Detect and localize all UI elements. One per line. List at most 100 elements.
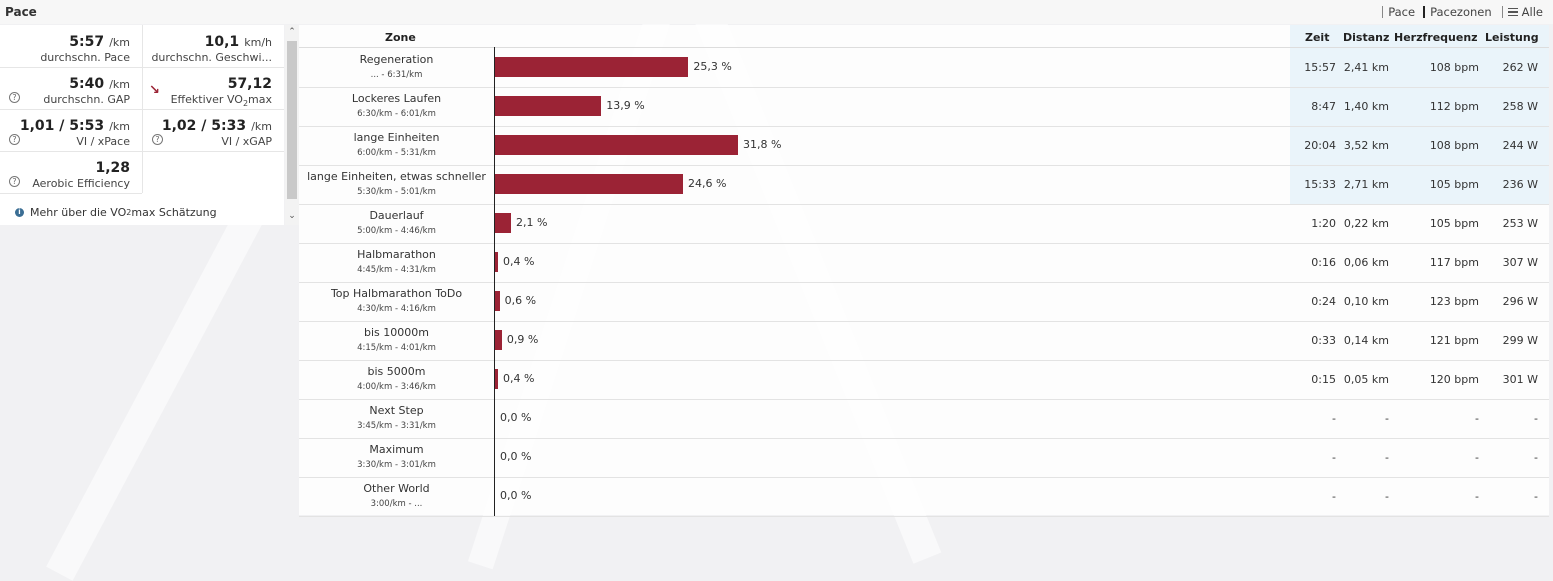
bar-axis: [494, 47, 495, 516]
zone-range: 5:00/km - 4:46/km: [357, 226, 436, 236]
zone-heart-rate: 112 bpm: [1429, 100, 1479, 113]
table-row: Maximum 3:30/km - 3:01/km 0,0 % - - - -: [299, 438, 1549, 478]
scroll-down-icon[interactable]: ⌄: [288, 211, 296, 221]
header-distanz: Distanz: [1343, 31, 1390, 44]
vo2max-label-sub: 2: [242, 99, 249, 109]
separator: [1382, 6, 1384, 18]
zone-bar: [495, 135, 738, 155]
zone-time: 0:15: [1311, 373, 1336, 386]
vo2max-info-sub: 2: [126, 208, 132, 217]
zone-name: lange Einheiten, etwas schneller: [307, 170, 486, 183]
zone-distance: 0,05 km: [1343, 373, 1389, 386]
zone-range: 6:30/km - 6:01/km: [357, 109, 436, 119]
zone-bar: [495, 174, 683, 194]
table-highlight-pane: [1290, 25, 1549, 205]
zone-name: Lockeres Laufen: [351, 92, 442, 105]
vo2max-info-text-end: max Schätzung: [131, 206, 217, 219]
zone-name: bis 5000m: [367, 365, 426, 378]
table-row: lange Einheiten, etwas schneller 5:30/km …: [299, 165, 1549, 205]
table-row: Next Step 3:45/km - 3:31/km 0,0 % - - - -: [299, 399, 1549, 439]
avg-gap-value: 5:40: [69, 76, 105, 92]
zone-percent: 0,6 %: [504, 294, 537, 307]
vo2max-info-text: Mehr über die VO: [30, 206, 127, 219]
vi-xpace-unit: /km: [109, 120, 130, 133]
zone-percent: 25,3 %: [693, 60, 732, 73]
tab-alle[interactable]: Alle: [1521, 5, 1543, 19]
zone-name: bis 10000m: [364, 326, 429, 339]
zone-power: 299 W: [1502, 334, 1538, 347]
question-circle-icon[interactable]: ?: [9, 176, 20, 187]
zone-time: 20:04: [1304, 139, 1336, 152]
zone-range: 4:45/km - 4:31/km: [357, 265, 436, 275]
zone-heart-rate: -: [1475, 412, 1479, 425]
info-icon: i: [15, 208, 24, 217]
question-circle-icon[interactable]: ?: [152, 134, 163, 145]
zone-name: Other World: [363, 482, 430, 495]
zone-power: 301 W: [1502, 373, 1538, 386]
vi-xgap-value: 1,02 / 5:33: [161, 118, 247, 134]
zone-distance: 2,41 km: [1343, 61, 1389, 74]
zone-percent: 2,1 %: [516, 216, 548, 229]
zone-name: Next Step: [369, 404, 424, 417]
zone-percent: 0,9 %: [506, 333, 539, 346]
separator: [1423, 6, 1426, 18]
vi-xgap-unit: /km: [251, 120, 272, 133]
table-row: Lockeres Laufen 6:30/km - 6:01/km 13,9 % 8:…: [299, 87, 1549, 127]
zone-range: 3:45/km - 3:31/km: [357, 421, 436, 431]
zone-name: Dauerlauf: [369, 209, 424, 222]
stat-vi-xgap: 1,02 / 5:33 /km VI / xGAP: [162, 115, 272, 148]
stat-aerobic-efficiency: 1,28 Aerobic Efficiency: [32, 157, 130, 190]
zone-heart-rate: -: [1475, 490, 1479, 503]
zone-time: 1:20: [1311, 217, 1336, 230]
header-zone: Zone: [385, 31, 416, 44]
question-circle-icon[interactable]: ?: [9, 92, 20, 103]
separator: [1501, 6, 1503, 18]
zone-bar: [495, 369, 499, 389]
zone-heart-rate: 105 bpm: [1429, 178, 1479, 191]
zone-power: -: [1534, 490, 1538, 503]
zone-distance: 3,52 km: [1343, 139, 1389, 152]
zone-time: -: [1332, 490, 1336, 503]
table-row: lange Einheiten 6:00/km - 5:31/km 31,8 % 20…: [299, 126, 1549, 166]
zone-range: ... - 6:31/km: [370, 70, 423, 80]
zone-bar: [495, 213, 512, 233]
menu-icon[interactable]: [1507, 6, 1518, 19]
avg-pace-value: 5:57: [69, 34, 105, 50]
zone-time: 15:33: [1304, 178, 1336, 191]
avg-pace-unit: /km: [109, 36, 130, 49]
zone-name: Halbmarathon: [357, 248, 436, 261]
zone-time: -: [1332, 412, 1336, 425]
zone-power: 262 W: [1502, 61, 1538, 74]
zone-percent: 0,4 %: [503, 255, 535, 268]
zone-distance: 0,22 km: [1343, 217, 1389, 230]
avg-pace-label: durchschn. Pace: [40, 51, 130, 64]
zone-power: -: [1534, 451, 1538, 464]
question-circle-icon[interactable]: ?: [9, 134, 20, 145]
zone-name: lange Einheiten: [353, 131, 440, 144]
stats-scrollbar[interactable]: ⌃ ⌄: [285, 25, 299, 225]
zone-name: Top Halbmarathon ToDo: [330, 287, 463, 300]
vo2max-label-end: max: [248, 93, 272, 106]
stat-vo2max: 57,12 Effektiver VO2max: [171, 73, 272, 108]
zone-heart-rate: 123 bpm: [1429, 295, 1479, 308]
zone-percent: 0,0 %: [500, 450, 532, 463]
vi-xgap-label: VI / xGAP: [221, 135, 272, 148]
header-divider: [299, 47, 1549, 48]
zone-heart-rate: 108 bpm: [1429, 139, 1479, 152]
zone-power: 253 W: [1502, 217, 1538, 230]
scroll-up-icon[interactable]: ⌃: [288, 27, 296, 37]
zone-power: 236 W: [1502, 178, 1538, 191]
zone-name: Maximum: [369, 443, 424, 456]
tab-pace[interactable]: Pace: [1388, 5, 1416, 19]
zone-bar: [495, 96, 602, 116]
zone-range: 5:30/km - 5:01/km: [357, 187, 436, 197]
tab-pacezonen[interactable]: Pacezonen: [1430, 5, 1492, 19]
zone-range: 3:00/km - ...: [370, 499, 423, 509]
scrollbar-thumb[interactable]: [287, 41, 297, 199]
vo2max-info-link[interactable]: i Mehr über die VO 2 max Schätzung: [15, 206, 217, 219]
zone-time: 8:47: [1311, 100, 1336, 113]
vi-xpace-value: 1,01 / 5:53: [19, 118, 105, 134]
view-switcher: Pace Pacezonen Alle: [1377, 5, 1543, 19]
avg-gap-unit: /km: [109, 78, 130, 91]
stat-avg-gap: 5:40 /km durchschn. GAP: [43, 73, 130, 106]
